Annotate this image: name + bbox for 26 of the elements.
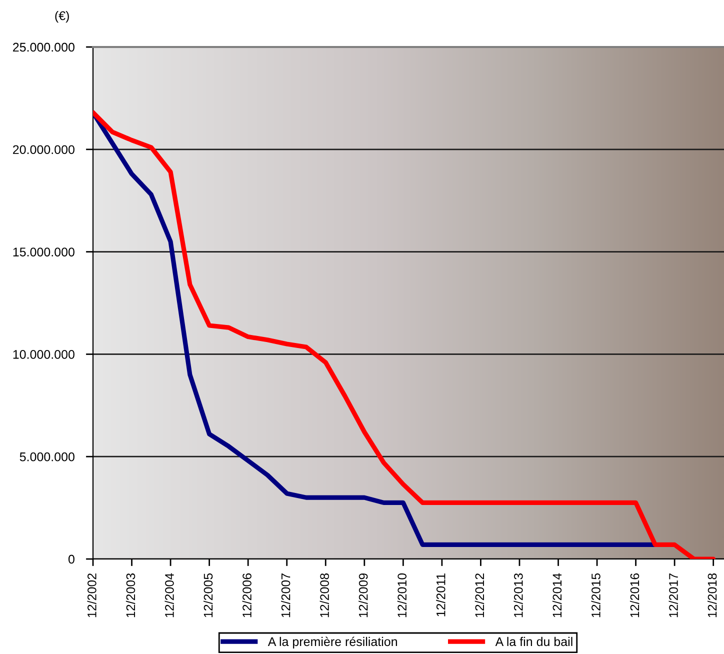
x-tick-label: 12/2014 <box>552 573 562 618</box>
legend-label: A la première résiliation <box>268 636 397 649</box>
x-tick-label: 12/2010 <box>397 573 407 618</box>
x-tick-label: 12/2018 <box>708 573 717 618</box>
x-tick-label: 12/2017 <box>668 574 678 618</box>
y-tick-label: 15.000.000 <box>13 248 74 256</box>
x-tick-label: 12/2002 <box>87 574 96 618</box>
x-tick-label: 12/2013 <box>514 573 523 618</box>
x-tick-label: 12/2015 <box>591 573 600 618</box>
x-tick-label: 12/2006 <box>242 573 252 618</box>
x-tick-label: 12/2003 <box>126 573 136 618</box>
x-tick-label: 12/2007 <box>281 574 290 618</box>
y-tick-label: 5.000.000 <box>20 452 74 462</box>
legend-label: A la fin du bail <box>495 636 572 646</box>
y-tick-label: 10.000.000 <box>13 350 74 359</box>
y-tick-label: 0 <box>68 554 74 564</box>
x-tick-label: 12/2012 <box>474 574 484 618</box>
x-tick-label: 12/2004 <box>164 573 174 618</box>
y-tick-label: 20.000.000 <box>13 145 74 154</box>
x-tick-label: 12/2016 <box>630 573 640 618</box>
x-tick-label: 12/2008 <box>320 573 329 618</box>
x-tick-label: 12/2009 <box>358 573 368 618</box>
y-axis-title: (€) <box>55 10 69 23</box>
x-tick-label: 12/2005 <box>203 573 213 618</box>
x-tick-label: 12/2011 <box>436 573 446 616</box>
y-tick-label: 25.000.000 <box>13 42 74 52</box>
